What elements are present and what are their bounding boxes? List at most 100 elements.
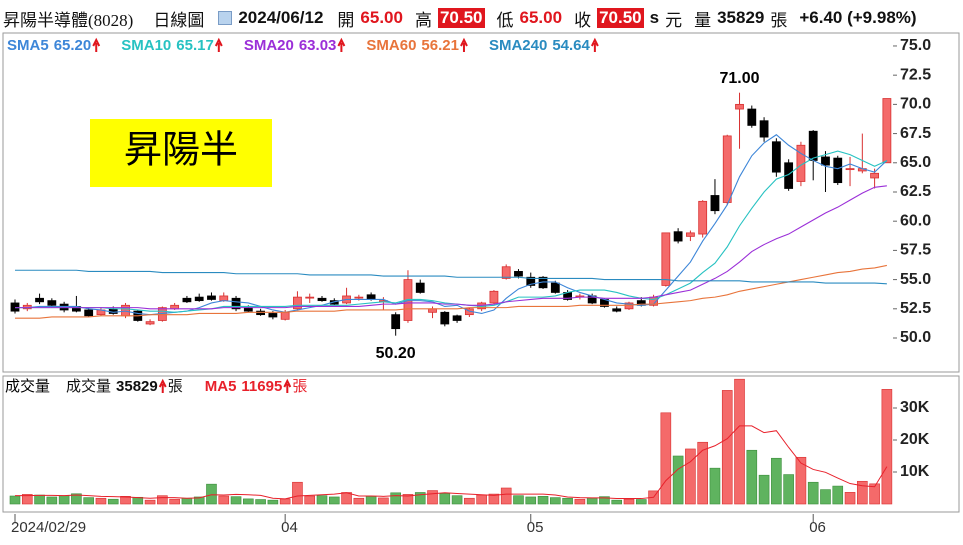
y-tick-label: 50.0 [900, 329, 931, 346]
x-tick-label: 2024/02/29 [11, 519, 86, 536]
volume-bar [58, 495, 70, 505]
volume-bar [660, 412, 672, 505]
legend-value: 65.20 [54, 37, 92, 54]
legend-value: 56.21 [421, 37, 459, 54]
badge: 昇陽半 [124, 130, 238, 172]
volume-bar [513, 495, 524, 505]
volume-bar [697, 441, 708, 505]
volume-bar [83, 497, 94, 505]
candle-body [698, 200, 708, 235]
volume-bar [611, 499, 623, 505]
legend-value: 54.64 [552, 37, 590, 54]
candle-body [747, 108, 757, 126]
candle-body [514, 271, 523, 277]
candle-body [833, 157, 843, 184]
close: 70.50 [597, 8, 644, 28]
candle-body [182, 297, 192, 303]
volume-bar [685, 448, 696, 505]
candle-body [10, 302, 20, 312]
x-tick-label: 06 [809, 519, 826, 536]
y-tick-label: 65.0 [900, 154, 931, 171]
volume-bar [586, 497, 598, 505]
up-arrow [590, 37, 599, 52]
high: 70.50 [437, 8, 485, 28]
checkbox[interactable] [218, 11, 233, 25]
candle-body [821, 156, 830, 166]
candle-body [317, 297, 327, 302]
volume-bar [71, 493, 82, 505]
candle-body [354, 296, 364, 299]
open-label: 開 [337, 10, 355, 30]
y-tick-label: 10K [900, 463, 930, 480]
up-arrow [214, 37, 223, 52]
y-tick-label: 20K [900, 431, 930, 448]
legend-name: SMA240 [489, 37, 547, 54]
candle-body [882, 98, 892, 164]
legend-unit: 張 [292, 378, 307, 395]
volume-label: 量 [694, 10, 712, 30]
up-arrow [92, 37, 101, 52]
candle-body [501, 266, 511, 279]
volume-bar [328, 496, 340, 505]
volume-bar [500, 487, 512, 505]
volume-bar [562, 497, 573, 505]
volume: 35829 [717, 8, 765, 27]
volume-bar [144, 499, 156, 505]
legend-value: 11695 [241, 378, 282, 395]
volume-bar [881, 389, 893, 505]
volume-bar [390, 492, 401, 505]
up-arrow [283, 378, 292, 393]
ma-line [15, 269, 887, 285]
legend-name: SMA60 [366, 37, 416, 54]
candle-body [735, 103, 744, 110]
y-tick-label: 75.0 [900, 37, 931, 54]
candle-body [35, 297, 44, 303]
low: 65.00 [519, 8, 563, 27]
volume-bar [783, 474, 794, 505]
volume-bar [771, 457, 782, 505]
legend-value: 65.17 [176, 37, 214, 54]
volume-bar [120, 496, 131, 505]
volume-panel [2, 375, 960, 513]
stock-name: 昇陽半導體(8028) [3, 10, 134, 30]
close-label: 收 [574, 10, 592, 30]
y-tick-label: 55.0 [900, 271, 931, 288]
volume-bar [181, 497, 193, 505]
ma-line [15, 150, 888, 313]
volume-bar [365, 496, 377, 505]
change: +6.40 (+9.98%) [799, 8, 917, 27]
volume-bar [451, 495, 463, 505]
volume-bar [574, 498, 586, 505]
volume-bar [378, 497, 389, 505]
volume-bar [95, 497, 107, 505]
y-tick-label: 57.5 [900, 242, 931, 259]
candle-body [219, 295, 229, 302]
badge-box [90, 119, 272, 187]
volume-bar [795, 456, 807, 505]
volume-bar [414, 492, 426, 505]
high-label: 高 [414, 10, 432, 30]
candle-body [612, 308, 622, 312]
volume-bar [734, 378, 745, 505]
volume-bar [476, 494, 487, 505]
legend-name: 成交量 [66, 377, 111, 395]
volume-bar [230, 496, 242, 505]
up-arrow [460, 37, 468, 52]
candle-body [59, 303, 69, 311]
candle-body [415, 282, 425, 293]
candle-body [268, 313, 278, 318]
ma-line [15, 134, 888, 316]
volume-bar [46, 496, 58, 505]
candle-body [194, 296, 204, 302]
volume-bar [107, 498, 119, 505]
volume-bar [758, 474, 770, 505]
volume-bar [402, 494, 414, 505]
volume-unit: 張 [770, 10, 788, 30]
candle-body [710, 195, 720, 212]
candle-body [47, 300, 57, 306]
volume-bar [820, 489, 831, 505]
volume-bar [206, 483, 217, 505]
volume-bar [243, 498, 254, 505]
volume-bar [255, 499, 266, 505]
